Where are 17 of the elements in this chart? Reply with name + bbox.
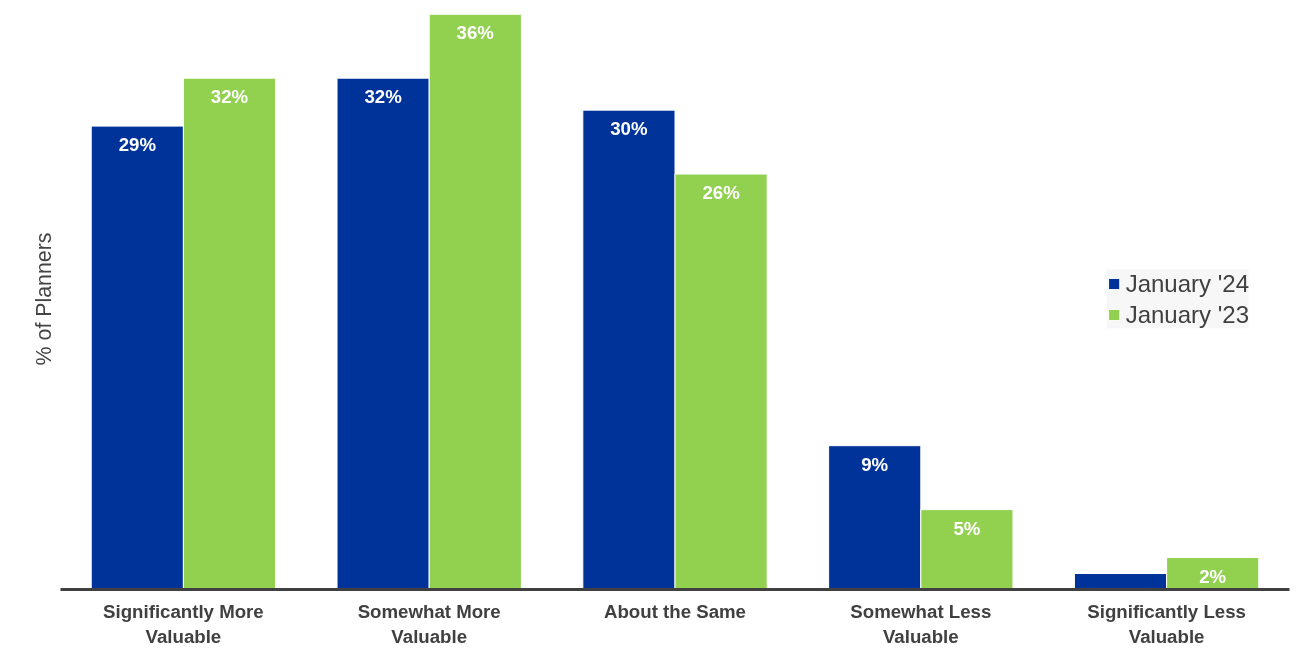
- x-tick-label: Somewhat Less Valuable: [850, 600, 992, 647]
- y-axis-title: % of Planners: [31, 232, 56, 366]
- data-label: 26%: [702, 182, 741, 204]
- data-label: 30%: [610, 118, 648, 140]
- x-tick-label: Somewhat More Valuable: [357, 600, 501, 647]
- legend-label: January '24: [1125, 269, 1249, 297]
- data-label: 2%: [1199, 565, 1227, 587]
- x-tick-label: Significantly More Valuable: [103, 600, 264, 647]
- data-label: 9%: [861, 453, 889, 475]
- data-label: 5%: [953, 517, 981, 539]
- data-label: 29%: [118, 134, 157, 156]
- legend-label: January '23: [1125, 300, 1249, 328]
- data-label: 36%: [456, 22, 495, 44]
- data-label: 32%: [364, 86, 403, 108]
- data-label: 32%: [210, 86, 249, 108]
- x-tick-label: Significantly Less Valuable: [1087, 600, 1246, 647]
- x-tick-label: About the Same: [604, 600, 747, 622]
